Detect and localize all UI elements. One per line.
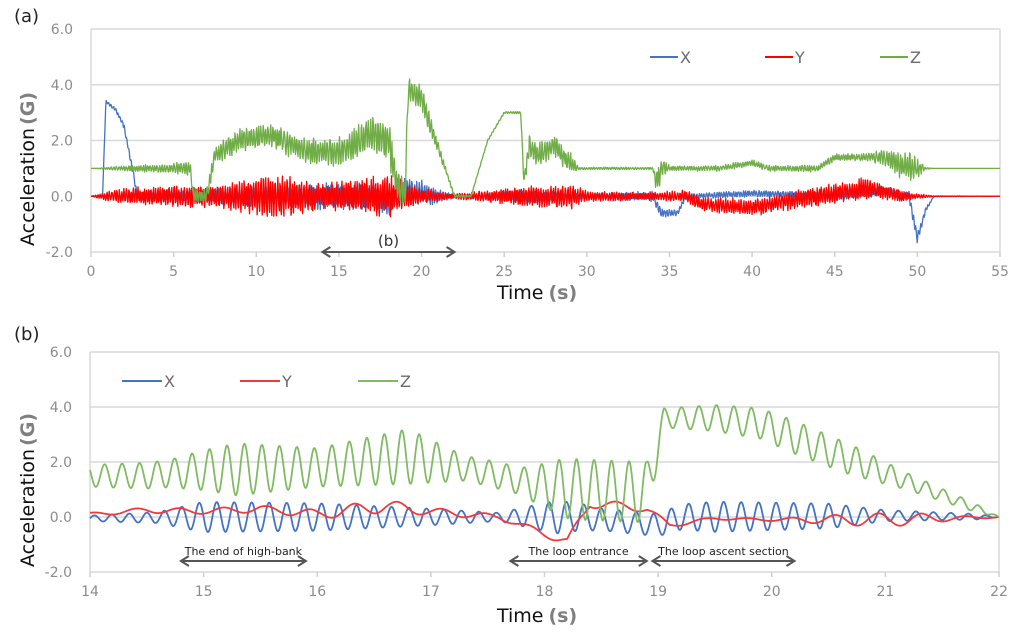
arrow-head-right bbox=[638, 555, 649, 567]
x-tick-label: 30 bbox=[578, 264, 596, 280]
series-line-z bbox=[89, 404, 1000, 523]
y-tick-label: 4.0 bbox=[51, 78, 73, 94]
x-tick-label: 15 bbox=[330, 264, 348, 280]
series-line-x bbox=[89, 500, 1000, 536]
arrow-head-left bbox=[650, 555, 661, 567]
x-tick-label: 19 bbox=[649, 584, 667, 600]
panel-a-legend: X Y Z bbox=[650, 48, 921, 67]
arrow-head-left bbox=[179, 555, 190, 567]
x-tick-label: 35 bbox=[661, 264, 679, 280]
x-tick-label: 40 bbox=[743, 264, 761, 280]
panel-a-annotations: (b) bbox=[320, 232, 457, 258]
arrow-head-right bbox=[297, 555, 308, 567]
x-tick-label: 17 bbox=[422, 584, 440, 600]
annotation-range: The loop ascent section bbox=[650, 545, 797, 567]
legend-item-x: X bbox=[122, 372, 175, 391]
arrow-head-left bbox=[320, 246, 331, 258]
series-line-x bbox=[90, 99, 1001, 244]
panel-b-x-ticks: 14 15 16 17 18 19 20 21 22 bbox=[81, 572, 1008, 600]
legend-label: X bbox=[164, 372, 175, 391]
y-tick-label: 6.0 bbox=[50, 345, 72, 361]
annotation-label: The loop ascent section bbox=[657, 545, 789, 558]
x-tick-label: 5 bbox=[169, 264, 178, 280]
annotation-label: The loop entrance bbox=[528, 545, 629, 558]
annotation-range: The loop entrance bbox=[508, 545, 649, 567]
x-tick-label: 10 bbox=[247, 264, 265, 280]
legend-label: X bbox=[680, 48, 691, 67]
panel-a-x-ticks: 0 5 10 15 20 25 30 35 40 45 50 55 bbox=[87, 252, 1009, 280]
x-tick-label: 20 bbox=[413, 264, 431, 280]
annotation-range: (b) bbox=[320, 232, 457, 258]
panel-b-legend: X Y Z bbox=[122, 372, 411, 391]
y-tick-label: 6.0 bbox=[51, 22, 73, 38]
legend-item-z: Z bbox=[358, 372, 411, 391]
panel-b-grid bbox=[89, 351, 1000, 573]
legend-label: Y bbox=[281, 372, 292, 391]
x-tick-label: 21 bbox=[876, 584, 894, 600]
panel-a-series bbox=[90, 78, 1001, 244]
y-tick-label: 0.0 bbox=[50, 510, 72, 526]
x-tick-label: 50 bbox=[908, 264, 926, 280]
x-tick-label: 16 bbox=[308, 584, 326, 600]
panel-a-label: (a) bbox=[14, 6, 39, 27]
annotation-label: The end of high-bank bbox=[184, 545, 303, 558]
panel-a-y-axis-title: Acceleration(G) bbox=[17, 92, 39, 246]
y-tick-label: 4.0 bbox=[50, 400, 72, 416]
arrow-head-right bbox=[785, 555, 797, 567]
x-tick-label: 15 bbox=[195, 584, 213, 600]
panel-b-series bbox=[89, 404, 1000, 542]
y-tick-label: -2.0 bbox=[45, 565, 72, 581]
y-tick-label: 2.0 bbox=[51, 134, 73, 150]
panel-b-annotations: The end of high-bank The loop entrance The… bbox=[179, 545, 797, 567]
x-tick-label: 25 bbox=[495, 264, 513, 280]
annotation-label: (b) bbox=[378, 232, 399, 250]
y-tick-label: -2.0 bbox=[46, 245, 73, 261]
legend-item-y: Y bbox=[240, 372, 292, 391]
x-tick-label: 22 bbox=[990, 584, 1008, 600]
panel-a: (a) 6.0 4.0 2.0 0.0 -2.0 0 5 10 15 20 25 30 35 40 45 5… bbox=[14, 6, 1009, 304]
panel-a-y-ticks: 6.0 4.0 2.0 0.0 -2.0 bbox=[46, 22, 73, 261]
legend-item-z: Z bbox=[880, 48, 921, 67]
x-tick-label: 20 bbox=[763, 584, 781, 600]
x-tick-label: 18 bbox=[536, 584, 554, 600]
panel-b: (b) 6.04.02.00.0-2.0 14 15 16 17 18 19 20 21 22 … bbox=[14, 324, 1008, 627]
panel-b-x-axis-title: Time (s) bbox=[496, 605, 577, 627]
x-tick-label: 0 bbox=[87, 264, 96, 280]
legend-item-y: Y bbox=[765, 48, 805, 67]
x-tick-label: 55 bbox=[991, 264, 1009, 280]
series-line-y bbox=[89, 500, 1000, 542]
panel-a-grid bbox=[90, 28, 1001, 253]
legend-label: Z bbox=[400, 372, 411, 391]
y-tick-label: 2.0 bbox=[50, 455, 72, 471]
series-line-z bbox=[90, 78, 1001, 206]
legend-label: Y bbox=[794, 48, 805, 67]
legend-label: Z bbox=[910, 48, 921, 67]
series-line-y bbox=[90, 175, 1001, 218]
x-tick-label: 14 bbox=[81, 584, 99, 600]
legend-item-x: X bbox=[650, 48, 691, 67]
panel-b-y-axis-title: Acceleration(G) bbox=[17, 413, 39, 567]
panel-b-y-ticks: 6.0 4.0 2.0 0.0 -2.0 bbox=[45, 345, 72, 581]
annotation-range: The end of high-bank bbox=[179, 545, 308, 567]
panel-a-x-axis-title: Time (s) bbox=[496, 282, 577, 304]
arrow-head-right bbox=[446, 246, 457, 258]
panel-b-label: (b) bbox=[14, 324, 39, 345]
y-tick-label: 0.0 bbox=[51, 189, 73, 205]
x-tick-label: 45 bbox=[826, 264, 844, 280]
arrow-head-left bbox=[508, 555, 519, 567]
